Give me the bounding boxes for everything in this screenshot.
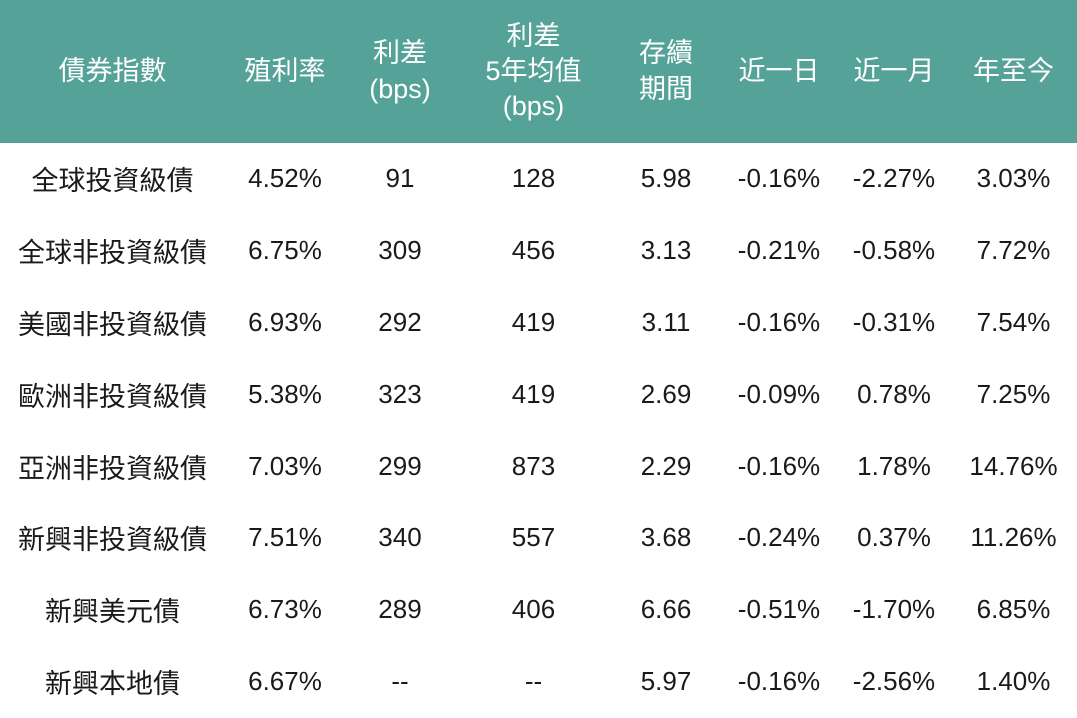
table-row: 新興美元債 6.73% 289 406 6.66 -0.51% -1.70% 6… [0, 574, 1077, 646]
bond-index-name: 全球非投資級債 [18, 238, 207, 269]
change-ytd-value: 7.72% [976, 235, 1051, 266]
duration-value: 2.29 [640, 450, 692, 481]
duration-value: 6.66 [640, 594, 692, 625]
table-row: 新興本地債 6.67% -- -- 5.97 -0.16% -2.56% 1.4… [0, 646, 1077, 718]
table-row: 新興非投資級債 7.51% 340 557 3.68 -0.24% 0.37% … [0, 502, 1077, 574]
header-row: 債券指數 殖利率 利差 (bps) 利差 5年均值 (bps) 存續 期間 近一… [0, 0, 1077, 143]
table-body: 全球投資級債 4.52% 91 128 5.98 -0.16% -2.27% 3… [0, 143, 1077, 717]
change-1day-value: -0.16% [737, 450, 821, 481]
change-ytd-value: 7.54% [976, 306, 1051, 337]
bond-index-name: 全球投資級債 [31, 166, 194, 197]
col-header-1day: 近一日 [720, 0, 838, 143]
spread-value: 309 [378, 235, 422, 266]
bond-index-name: 新興美元債 [45, 597, 180, 628]
yield-value: 4.52% [248, 163, 322, 194]
spread-value: 340 [378, 522, 422, 553]
duration-value: 2.69 [640, 378, 692, 409]
yield-value: 6.93% [248, 306, 322, 337]
spread-5y-avg-value: 406 [511, 594, 556, 625]
table-row: 亞洲非投資級債 7.03% 299 873 2.29 -0.16% 1.78% … [0, 430, 1077, 502]
yield-value: 6.67% [248, 665, 322, 696]
col-header-spread-5y: 利差 5年均值 (bps) [455, 0, 612, 143]
col-header-yield: 殖利率 [225, 0, 345, 143]
duration-value: 5.98 [640, 163, 692, 194]
change-1day-value: -0.21% [737, 235, 821, 266]
spread-5y-avg-value: 873 [511, 450, 556, 481]
change-1month-value: -2.56% [852, 665, 936, 696]
yield-value: 6.73% [248, 594, 322, 625]
table-row: 美國非投資級債 6.93% 292 419 3.11 -0.16% -0.31%… [0, 287, 1077, 359]
change-ytd-value: 6.85% [976, 594, 1051, 625]
change-1month-value: -2.27% [852, 163, 936, 194]
spread-value: 91 [385, 163, 415, 194]
spread-value: 323 [378, 378, 422, 409]
duration-value: 3.13 [640, 235, 692, 266]
spread-5y-avg-value: 419 [511, 378, 556, 409]
duration-value: 5.97 [640, 665, 692, 696]
yield-value: 6.75% [248, 235, 322, 266]
duration-value: 3.68 [640, 522, 692, 553]
change-1month-value: -0.58% [852, 235, 936, 266]
change-1month-value: 1.78% [857, 450, 931, 481]
spread-5y-avg-value: 419 [511, 306, 556, 337]
spread-value: 292 [378, 306, 422, 337]
change-1month-value: 0.37% [857, 522, 931, 553]
spread-5y-avg-value: 128 [511, 163, 556, 194]
spread-5y-avg-value: 456 [511, 235, 556, 266]
change-ytd-value: 11.26% [970, 522, 1057, 553]
col-header-duration: 存續 期間 [612, 0, 720, 143]
table-header: 債券指數 殖利率 利差 (bps) 利差 5年均值 (bps) 存續 期間 近一… [0, 0, 1077, 143]
spread-value: 299 [378, 450, 422, 481]
change-ytd-value: 1.40% [976, 665, 1051, 696]
spread-value: -- [391, 665, 409, 696]
duration-value: 3.11 [641, 306, 691, 337]
col-header-1month: 近一月 [838, 0, 950, 143]
yield-value: 7.03% [248, 450, 322, 481]
col-header-ytd: 年至今 [950, 0, 1077, 143]
change-1day-value: -0.16% [737, 163, 821, 194]
table-row: 全球非投資級債 6.75% 309 456 3.13 -0.21% -0.58%… [0, 215, 1077, 287]
change-ytd-value: 14.76% [969, 450, 1058, 481]
bond-index-name: 歐洲非投資級債 [18, 381, 207, 412]
change-ytd-value: 7.25% [976, 378, 1051, 409]
bond-index-name: 美國非投資級債 [18, 309, 207, 340]
change-1month-value: 0.78% [857, 378, 931, 409]
spread-5y-avg-value: 557 [511, 522, 556, 553]
yield-value: 5.38% [248, 378, 322, 409]
spread-value: 289 [378, 594, 422, 625]
table-row: 歐洲非投資級債 5.38% 323 419 2.69 -0.09% 0.78% … [0, 358, 1077, 430]
change-1month-value: -1.70% [852, 594, 936, 625]
bond-index-name: 新興本地債 [45, 668, 180, 699]
change-1day-value: -0.09% [737, 378, 821, 409]
col-header-spread: 利差 (bps) [345, 0, 455, 143]
table-row: 全球投資級債 4.52% 91 128 5.98 -0.16% -2.27% 3… [0, 143, 1077, 215]
bond-index-name: 新興非投資級債 [18, 525, 207, 556]
bond-index-name: 亞洲非投資級債 [18, 453, 207, 484]
col-header-bond-index: 債券指數 [0, 0, 225, 143]
change-1day-value: -0.16% [737, 306, 821, 337]
spread-5y-avg-value: -- [524, 665, 543, 696]
change-1day-value: -0.24% [737, 522, 821, 553]
change-ytd-value: 3.03% [976, 163, 1051, 194]
change-1day-value: -0.16% [737, 665, 821, 696]
change-1month-value: -0.31% [852, 306, 936, 337]
change-1day-value: -0.51% [737, 594, 821, 625]
yield-value: 7.51% [248, 522, 322, 553]
